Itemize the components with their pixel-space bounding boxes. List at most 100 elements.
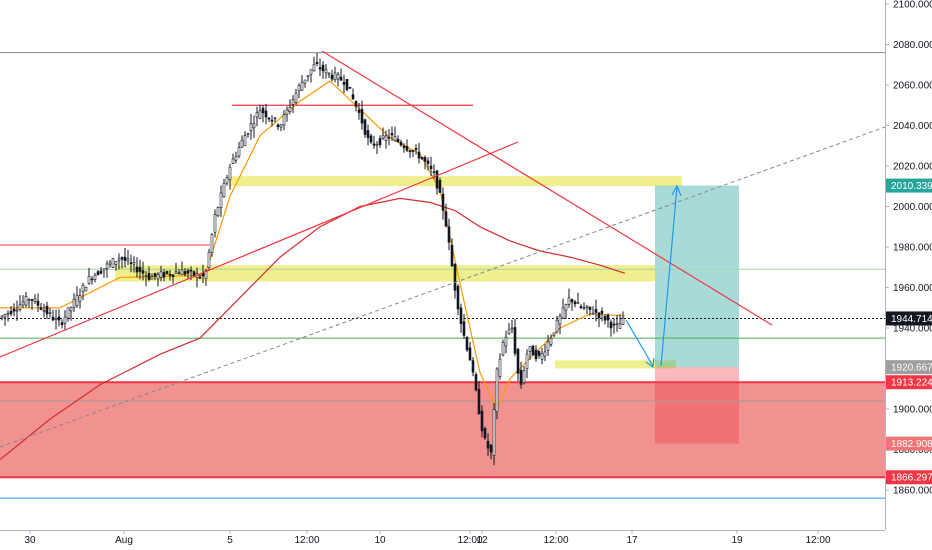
- candle-body: [519, 369, 523, 385]
- candle-body: [507, 329, 511, 334]
- candle-body: [144, 275, 148, 278]
- candle-body: [582, 307, 586, 309]
- price-tag: [886, 178, 932, 193]
- price-tag: [886, 311, 932, 326]
- candle-body: [345, 78, 349, 90]
- candle-body: [123, 256, 127, 261]
- candle-body: [198, 276, 202, 279]
- candle-body: [171, 274, 175, 277]
- candle-body: [528, 346, 532, 352]
- candle-body: [510, 327, 514, 330]
- y-tick-label: 2000.000: [893, 202, 932, 213]
- candle-body: [294, 92, 298, 103]
- candle-body: [252, 123, 256, 129]
- projection-arrow-down[interactable]: [625, 319, 654, 367]
- candle-body: [63, 316, 67, 324]
- candle-body: [516, 348, 520, 374]
- candle-body: [270, 119, 274, 122]
- candle-body: [147, 273, 151, 280]
- candle-body: [378, 138, 382, 146]
- candle-body: [501, 342, 505, 356]
- candle-body: [222, 183, 226, 198]
- time-axis-background: [0, 530, 932, 550]
- candle-body: [174, 271, 178, 274]
- candle-body: [606, 314, 610, 321]
- candle-body: [21, 301, 25, 306]
- candle-body: [90, 278, 94, 281]
- candle-body: [402, 145, 406, 149]
- candle-body: [486, 441, 490, 449]
- x-tick-label: 30: [24, 535, 36, 546]
- candle-body: [498, 358, 502, 377]
- candle-body: [408, 150, 412, 153]
- x-tick-label: 12:00: [294, 535, 319, 546]
- candle-body: [594, 309, 598, 313]
- arrowhead-down-icon: [645, 357, 655, 369]
- projection-arrow-up[interactable]: [660, 186, 678, 367]
- candle-body: [462, 321, 466, 336]
- candle-body: [453, 264, 457, 291]
- candle-body: [513, 327, 517, 354]
- candle-body: [468, 347, 472, 361]
- candle-body: [240, 140, 244, 148]
- y-tick-label: 2020.000: [893, 162, 932, 173]
- candle-body: [333, 72, 337, 81]
- candle-body: [261, 107, 265, 114]
- y-tick-label: 1900.000: [893, 405, 932, 416]
- candle-body: [312, 64, 316, 72]
- candle-body: [234, 156, 238, 161]
- dashed-channel-line[interactable]: [0, 126, 886, 448]
- candle-body: [54, 317, 58, 320]
- candle-body: [552, 332, 556, 336]
- candle-body: [291, 99, 295, 105]
- candle-body: [504, 336, 508, 347]
- candle-body: [339, 76, 343, 81]
- candle-body: [117, 258, 121, 261]
- x-tick-label: 12:00: [805, 535, 830, 546]
- candle-body: [591, 312, 595, 315]
- candle-body: [543, 351, 547, 357]
- candle-body: [354, 101, 358, 107]
- candle-body: [66, 307, 70, 319]
- candle-body: [369, 135, 373, 143]
- candle-body: [588, 306, 592, 310]
- candle-body: [450, 244, 454, 267]
- position-loss-area[interactable]: [655, 367, 739, 444]
- candle-body: [276, 124, 280, 128]
- candle-body: [459, 307, 463, 325]
- slow-moving-average: [0, 197, 626, 461]
- candle-body: [534, 349, 538, 360]
- ascending-trendline[interactable]: [0, 141, 519, 358]
- candle-body: [18, 304, 22, 310]
- candle-body: [162, 272, 166, 278]
- candle-body: [186, 270, 190, 274]
- descending-trendline[interactable]: [321, 50, 773, 326]
- candle-body: [300, 82, 304, 91]
- arrowhead-up-icon: [671, 184, 682, 197]
- candle-body: [87, 275, 91, 284]
- candle-body: [522, 370, 526, 383]
- candle-body: [45, 305, 49, 315]
- candle-body: [48, 312, 52, 314]
- candle-body: [189, 269, 193, 272]
- candle-body: [165, 271, 169, 274]
- candle-body: [108, 262, 112, 265]
- x-tick-label: 12: [476, 535, 488, 546]
- candle-body: [246, 133, 250, 135]
- position-profit-area[interactable]: [655, 185, 739, 368]
- candle-body: [30, 299, 34, 301]
- candle-body: [60, 322, 64, 325]
- candle-body: [78, 295, 82, 302]
- y-tick-label: 1860.000: [893, 486, 932, 497]
- candle-body: [297, 85, 301, 92]
- candle-body: [183, 271, 187, 275]
- candle-body: [249, 123, 253, 132]
- candle-body: [141, 270, 145, 274]
- candle-body: [429, 165, 433, 169]
- candle-body: [84, 287, 88, 292]
- candle-body: [426, 160, 430, 164]
- red-demand-zone: [0, 382, 885, 478]
- candle-body: [585, 305, 589, 308]
- candle-body: [210, 234, 214, 253]
